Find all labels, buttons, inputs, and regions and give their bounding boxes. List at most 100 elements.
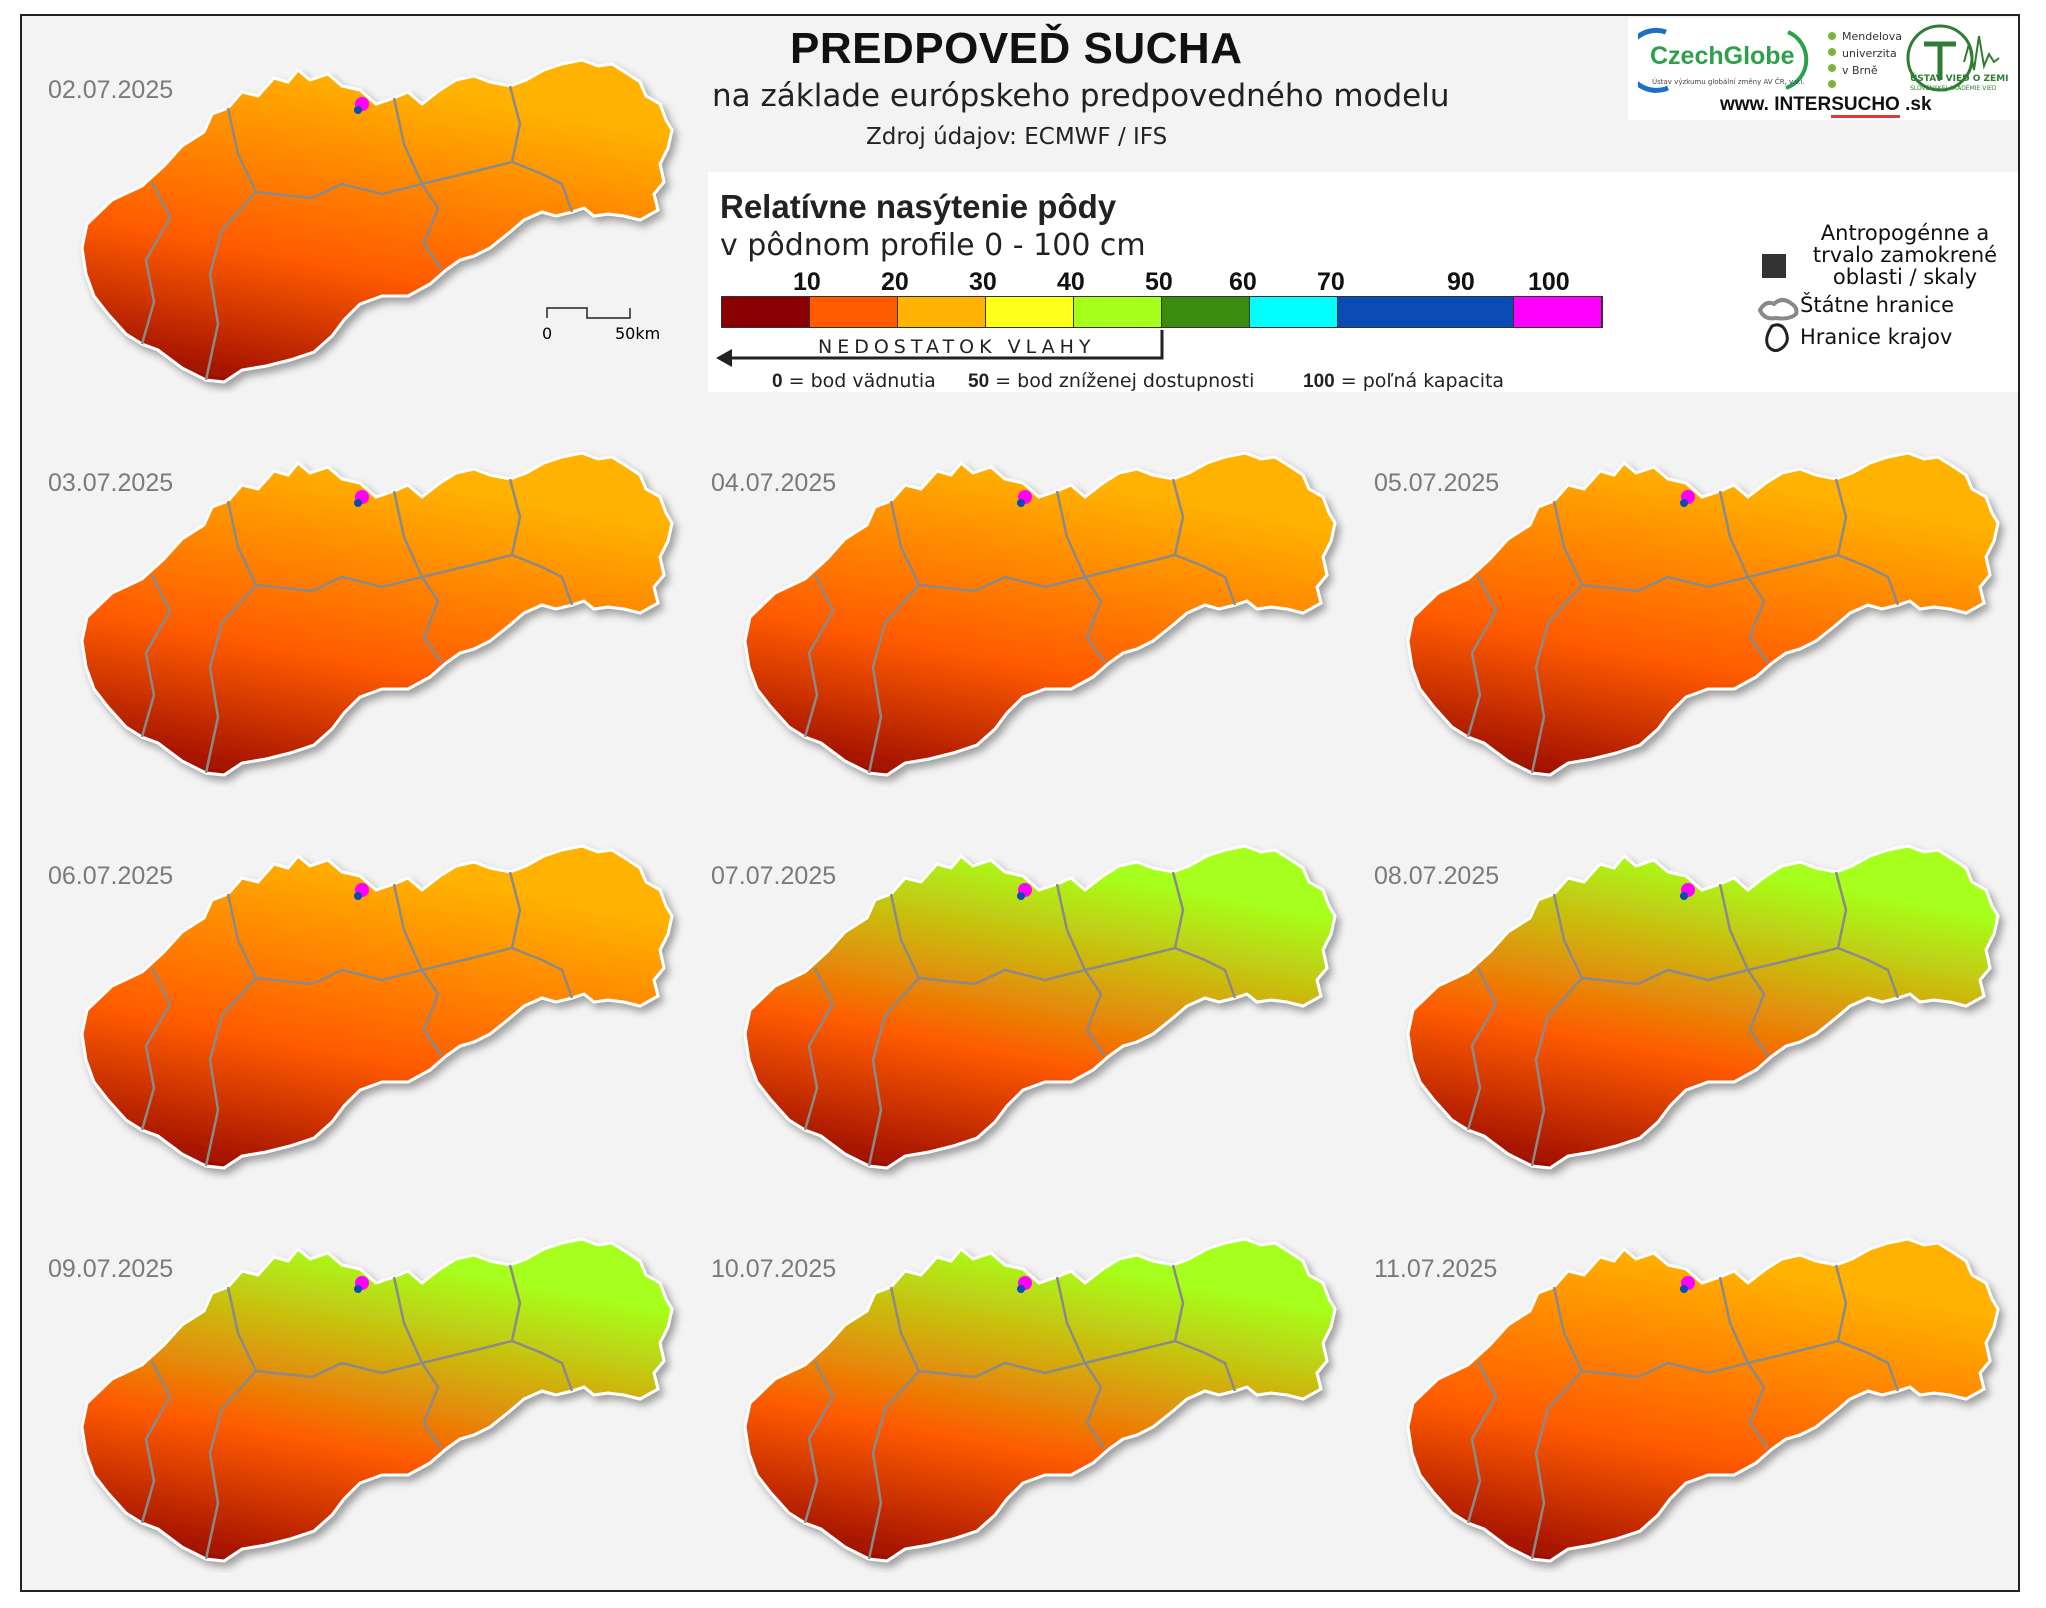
- page-title: PREDPOVEĎ SUCHA: [790, 24, 1243, 73]
- wet-spot: [1680, 892, 1688, 900]
- region-border: [867, 500, 921, 774]
- region-border: [1084, 553, 1237, 606]
- region-border: [255, 182, 444, 271]
- map-date: 02.07.2025: [48, 76, 174, 104]
- website-link[interactable]: www. INTERSUCHO .sk: [1720, 94, 1932, 118]
- map-date: 03.07.2025: [48, 469, 174, 497]
- region-border: [1747, 1339, 1900, 1392]
- slovakia-map: [1406, 1237, 2000, 1563]
- definition-reduced: 50 = bod zníženej dostupnosti: [968, 370, 1255, 392]
- region-border: [255, 1361, 444, 1450]
- definition-capacity: 100 = poľná kapacita: [1303, 370, 1505, 392]
- region-border: [1084, 946, 1237, 999]
- region-border: [1581, 968, 1770, 1057]
- slovakia-map: [1406, 451, 2000, 777]
- country-shape: [1406, 844, 2000, 1170]
- region-border: [1530, 500, 1584, 774]
- anthropogenic-label: Antropogénne a trvalo zamokrené oblasti …: [1812, 221, 1998, 289]
- wet-spot: [1680, 1285, 1688, 1293]
- region-border: [392, 883, 424, 971]
- region-border: [255, 968, 444, 1057]
- wet-spot: [354, 892, 362, 900]
- map-date: 04.07.2025: [711, 469, 837, 497]
- scale-class-50-60: [1162, 297, 1250, 327]
- mendel-logo: Mendelova univerzita v Brně: [1824, 26, 1903, 96]
- logo-panel: CzechGlobe Ústav výzkumu globální změny …: [1623, 18, 2018, 120]
- legend-tick: 60: [1229, 268, 1257, 296]
- region-border: [255, 575, 444, 664]
- region-border: [421, 553, 574, 606]
- slovakia-map: [743, 1237, 1337, 1563]
- legend-tick: 20: [881, 268, 909, 296]
- scale-class-10-20: [810, 297, 898, 327]
- czechglobe-logo: CzechGlobe Ústav výzkumu globální změny …: [1623, 24, 1818, 94]
- scale-fifty: 50km: [615, 324, 661, 343]
- wet-spot: [1017, 1285, 1025, 1293]
- map-date: 07.07.2025: [711, 862, 837, 890]
- forecast-map-1: 02.07.2025: [42, 34, 692, 394]
- website-highlight: SUCHO: [1831, 94, 1900, 118]
- mendel-name: Mendelova univerzita v Brně: [1842, 30, 1903, 77]
- region-border: [508, 85, 522, 163]
- region-border: [1171, 871, 1185, 949]
- wet-spot: [1680, 499, 1688, 507]
- region-border: [421, 160, 574, 213]
- legend-tick: 100: [1528, 268, 1570, 296]
- region-border: [1466, 574, 1498, 738]
- region-border: [1171, 1264, 1185, 1342]
- region-border: [140, 181, 172, 345]
- region-border: [1718, 883, 1750, 971]
- region-border: [1530, 893, 1584, 1167]
- website-suffix: .sk: [1899, 94, 1932, 115]
- region-border: [1466, 1360, 1498, 1524]
- region-border: [392, 490, 424, 578]
- scale-bar: [546, 307, 631, 319]
- region-border: [508, 871, 522, 949]
- region-border: [140, 1360, 172, 1524]
- region-border: [1718, 1276, 1750, 1364]
- region-border: [1055, 883, 1087, 971]
- data-source: Zdroj údajov: ECMWF / IFS: [866, 124, 1168, 150]
- region-border: [421, 946, 574, 999]
- deficit-label: NEDOSTATOK VLAHY: [818, 336, 1096, 358]
- map-date: 06.07.2025: [48, 862, 174, 890]
- scale-class-20-30: [898, 297, 986, 327]
- region-border-label: Hranice krajov: [1800, 325, 1953, 349]
- region-border: [1718, 490, 1750, 578]
- region-border: [1171, 478, 1185, 556]
- country-shape: [743, 451, 1337, 777]
- region-border: [1747, 946, 1900, 999]
- region-border: [803, 574, 835, 738]
- definition-wilting: 0 = bod vädnutia: [772, 370, 936, 392]
- scale-class-40-50: [1074, 297, 1162, 327]
- region-border: [392, 1276, 424, 1364]
- deficit-arrow: [716, 330, 1164, 367]
- region-border: [1834, 1264, 1848, 1342]
- slovakia-map: [80, 451, 674, 777]
- forecast-map-5: 06.07.2025: [42, 820, 692, 1180]
- ustav-logo: ÚSTAV VIED O ZEMI SLOVENSKEJ AKADÉMIE VI…: [1904, 22, 2014, 98]
- map-date: 10.07.2025: [711, 1255, 837, 1283]
- region-border: [1466, 967, 1498, 1131]
- region-border: [918, 575, 1107, 664]
- country-shape: [743, 844, 1337, 1170]
- country-shape: [743, 1237, 1337, 1563]
- scale-zero: 0: [542, 324, 553, 343]
- ustav-name: ÚSTAV VIED O ZEMI: [1910, 74, 2009, 84]
- legend-tick: 10: [793, 268, 821, 296]
- region-border: [803, 1360, 835, 1524]
- region-border: [1834, 871, 1848, 949]
- anthropogenic-swatch: [1762, 254, 1786, 278]
- region-border: [1530, 1286, 1584, 1560]
- czechglobe-name: CzechGlobe: [1650, 42, 1795, 70]
- region-border: [204, 893, 258, 1167]
- color-scale-bar: [721, 296, 1603, 328]
- czechglobe-tagline: Ústav výzkumu globální změny AV ČR, v.v.…: [1652, 78, 1805, 86]
- legend-title: Relatívne nasýtenie pôdy: [720, 188, 1117, 225]
- forecast-map-3: 04.07.2025: [705, 427, 1355, 787]
- map-date: 08.07.2025: [1374, 862, 1500, 890]
- scale-class-60-70: [1250, 297, 1338, 327]
- page-subtitle: na základe európskeho predpovedného mode…: [712, 78, 1450, 114]
- region-border: [1055, 490, 1087, 578]
- scale-class-0-10: [722, 297, 810, 327]
